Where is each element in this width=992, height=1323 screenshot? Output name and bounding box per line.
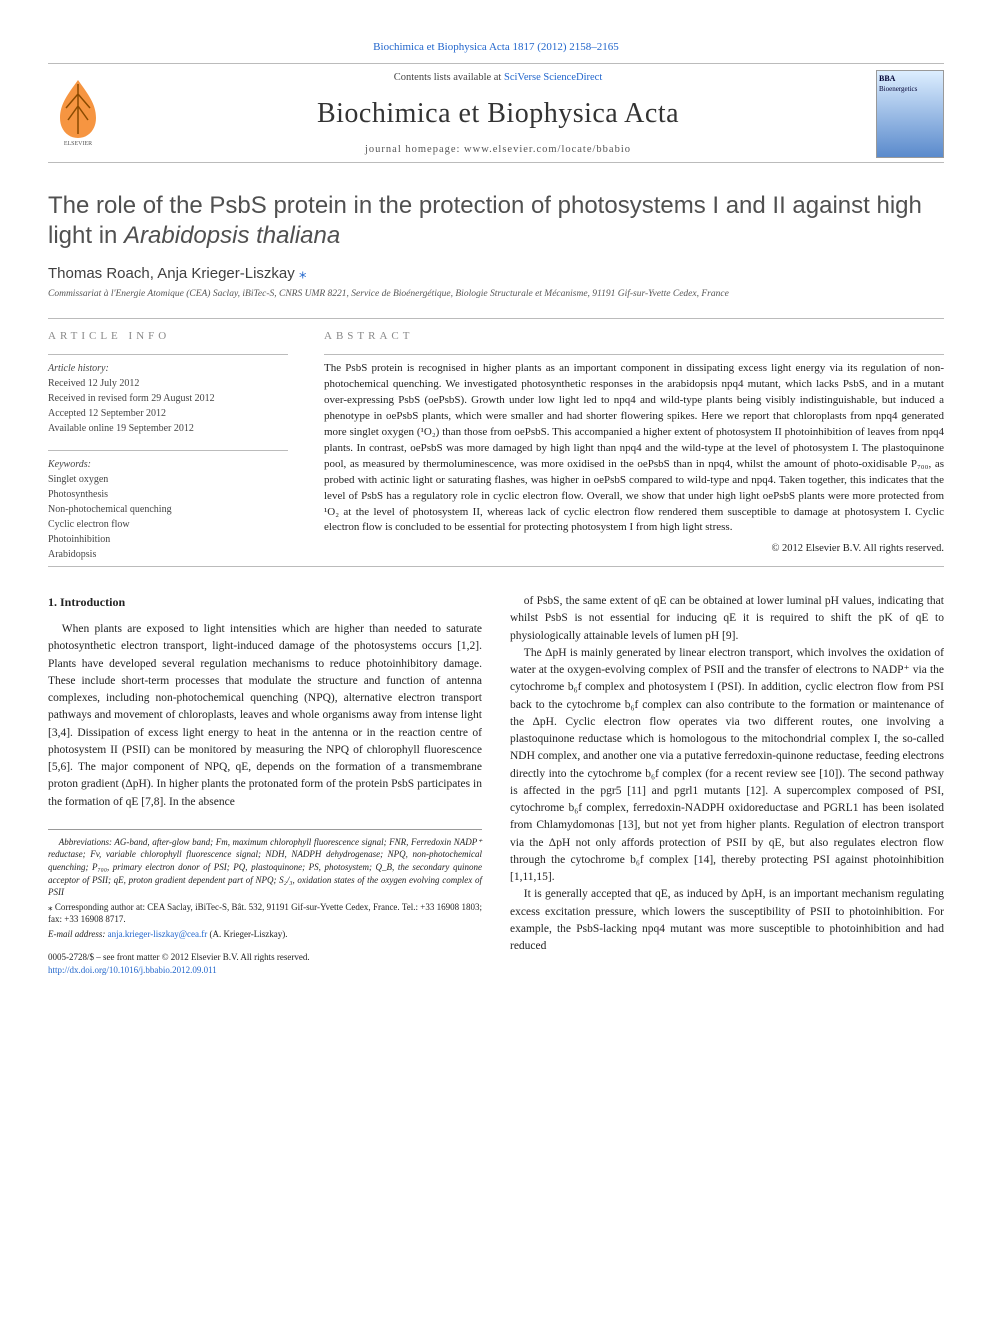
keyword: Arabidopsis bbox=[48, 547, 288, 562]
article-title-species: Arabidopsis thaliana bbox=[124, 222, 340, 249]
email-line: E-mail address: anja.krieger-liszkay@cea… bbox=[48, 928, 482, 941]
column-right: of PsbS, the same extent of qE can be ob… bbox=[510, 593, 944, 978]
issn-copyright: 0005-2728/$ – see front matter © 2012 El… bbox=[48, 951, 310, 978]
abbrev-text: Abbreviations: AG-band, after-glow band;… bbox=[48, 837, 482, 897]
email-link[interactable]: anja.krieger-liszkay@cea.fr bbox=[108, 929, 208, 939]
body-two-column: 1. Introduction When plants are exposed … bbox=[48, 593, 944, 978]
history-online: Available online 19 September 2012 bbox=[48, 421, 288, 436]
corresponding-author: ⁎ Corresponding author at: CEA Saclay, i… bbox=[48, 901, 482, 926]
keyword: Non-photochemical quenching bbox=[48, 502, 288, 517]
keywords-label: Keywords: bbox=[48, 457, 288, 472]
body-paragraph: of PsbS, the same extent of qE can be ob… bbox=[510, 593, 944, 645]
history-received: Received 12 July 2012 bbox=[48, 376, 288, 391]
article-history: Article history: Received 12 July 2012 R… bbox=[48, 354, 288, 436]
journal-header: ELSEVIER Contents lists available at Sci… bbox=[48, 63, 944, 163]
email-label: E-mail address: bbox=[48, 929, 108, 939]
article-title: The role of the PsbS protein in the prot… bbox=[48, 191, 944, 251]
section-heading-intro: 1. Introduction bbox=[48, 593, 482, 611]
abbreviations: Abbreviations: AG-band, after-glow band;… bbox=[48, 836, 482, 899]
elsevier-logo: ELSEVIER bbox=[48, 74, 120, 154]
abstract-text: The PsbS protein is recognised in higher… bbox=[324, 354, 944, 536]
abstract-heading: ABSTRACT bbox=[324, 329, 944, 344]
history-label: Article history: bbox=[48, 361, 288, 376]
email-suffix: (A. Krieger-Liszkay). bbox=[207, 929, 287, 939]
divider bbox=[48, 566, 944, 567]
authors: Thomas Roach, Anja Krieger-Liszkay ⁎ bbox=[48, 263, 944, 284]
cover-bba: BBA bbox=[879, 73, 941, 84]
journal-cover-thumb: BBA Bioenergetics bbox=[876, 70, 944, 158]
corresponding-marker[interactable]: ⁎ bbox=[299, 265, 307, 282]
keyword: Photoinhibition bbox=[48, 532, 288, 547]
running-head: Biochimica et Biophysica Acta 1817 (2012… bbox=[48, 40, 944, 55]
body-paragraph: It is generally accepted that qE, as ind… bbox=[510, 886, 944, 955]
body-paragraph: The ΔpH is mainly generated by linear el… bbox=[510, 645, 944, 887]
journal-title: Biochimica et Biophysica Acta bbox=[120, 94, 876, 133]
sciencedirect-link[interactable]: SciVerse ScienceDirect bbox=[504, 72, 602, 83]
cover-sub: Bioenergetics bbox=[879, 85, 941, 95]
svg-text:ELSEVIER: ELSEVIER bbox=[64, 141, 92, 146]
affiliation: Commissariat à l'Energie Atomique (CEA) … bbox=[48, 288, 944, 301]
running-head-link[interactable]: Biochimica et Biophysica Acta 1817 (2012… bbox=[373, 41, 619, 53]
journal-homepage: journal homepage: www.elsevier.com/locat… bbox=[120, 143, 876, 158]
article-info-heading: ARTICLE INFO bbox=[48, 329, 288, 344]
body-paragraph: When plants are exposed to light intensi… bbox=[48, 621, 482, 811]
footnotes: Abbreviations: AG-band, after-glow band;… bbox=[48, 829, 482, 941]
keywords-block: Keywords: Singlet oxygen Photosynthesis … bbox=[48, 450, 288, 562]
contents-line: Contents lists available at SciVerse Sci… bbox=[120, 71, 876, 86]
doi-link[interactable]: http://dx.doi.org/10.1016/j.bbabio.2012.… bbox=[48, 965, 217, 975]
author-names: Thomas Roach, Anja Krieger-Liszkay bbox=[48, 265, 299, 282]
contents-prefix: Contents lists available at bbox=[394, 72, 504, 83]
column-left: 1. Introduction When plants are exposed … bbox=[48, 593, 482, 978]
issn-line: 0005-2728/$ – see front matter © 2012 El… bbox=[48, 951, 310, 965]
keyword: Singlet oxygen bbox=[48, 472, 288, 487]
meta-abstract-row: ARTICLE INFO Article history: Received 1… bbox=[48, 318, 944, 562]
history-revised: Received in revised form 29 August 2012 bbox=[48, 391, 288, 406]
keyword: Photosynthesis bbox=[48, 487, 288, 502]
history-accepted: Accepted 12 September 2012 bbox=[48, 406, 288, 421]
abstract-copyright: © 2012 Elsevier B.V. All rights reserved… bbox=[324, 542, 944, 557]
keyword: Cyclic electron flow bbox=[48, 517, 288, 532]
